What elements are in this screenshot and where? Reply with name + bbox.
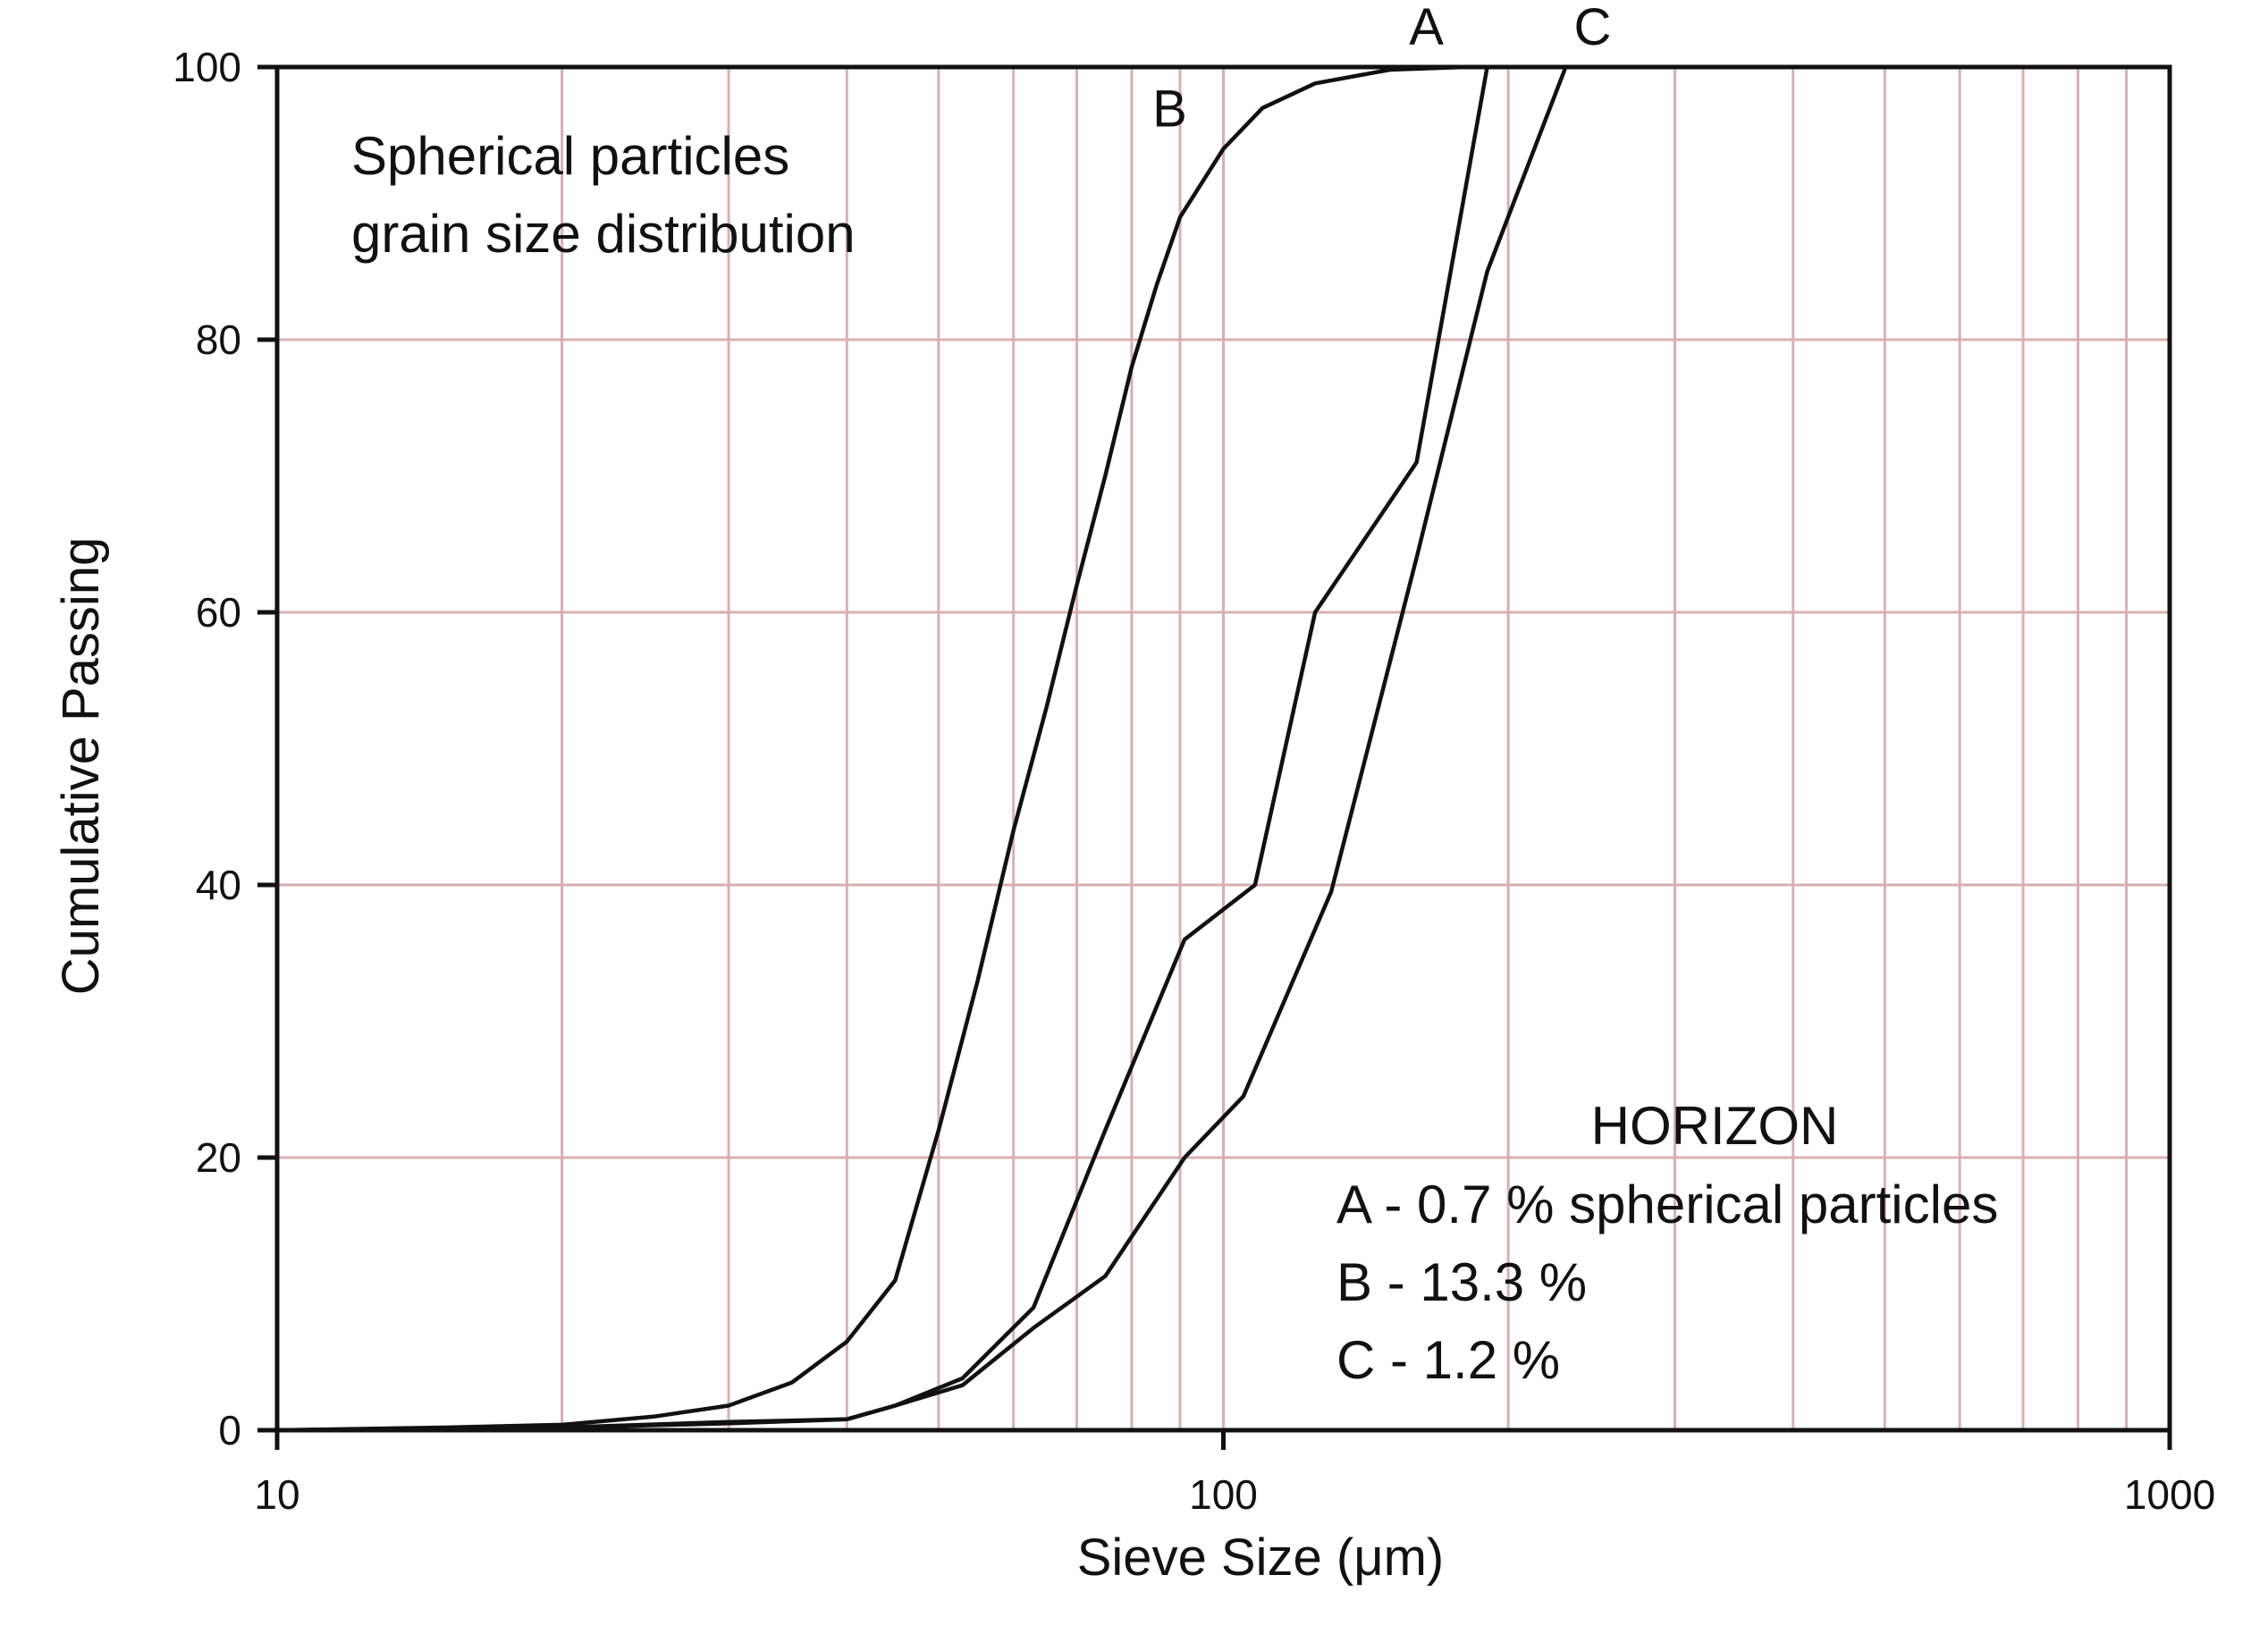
chart-subtitle-line1: Spherical particles <box>351 126 789 186</box>
chart-subtitle-line2: grain size distribution <box>351 204 856 264</box>
y-tick-label: 40 <box>196 862 241 908</box>
series-line-b <box>276 64 1465 1433</box>
x-tick-label: 100 <box>1189 1471 1258 1518</box>
series-lines: A B C <box>276 0 1611 1433</box>
series-label-c: C <box>1573 0 1611 56</box>
legend-entry-a: A - 0.7 % spherical particles <box>1336 1175 1998 1234</box>
x-tick-label: 1000 <box>2124 1471 2215 1518</box>
legend-title: HORIZON <box>1591 1096 1839 1156</box>
series-label-b: B <box>1152 80 1187 139</box>
series-line-a <box>276 66 1489 1433</box>
x-axis-title: Sieve Size (μm) <box>1077 1529 1445 1587</box>
legend-entry-c: C - 1.2 % <box>1336 1330 1560 1390</box>
legend-entry-b: B - 13.3 % <box>1336 1252 1587 1312</box>
series-label-a: A <box>1409 0 1444 56</box>
y-tick-label: 100 <box>173 44 241 90</box>
y-tick-label: 60 <box>196 589 241 636</box>
x-tick-label: 10 <box>254 1471 299 1518</box>
y-axis-title: Cumulative Passing <box>52 537 110 996</box>
series-line-c <box>276 66 1568 1433</box>
y-tick-label: 0 <box>218 1407 241 1453</box>
axis-ticks: 0 20 40 60 80 100 10 100 1000 <box>173 44 2215 1518</box>
y-tick-label: 80 <box>196 316 241 363</box>
y-tick-label: 20 <box>196 1134 241 1181</box>
